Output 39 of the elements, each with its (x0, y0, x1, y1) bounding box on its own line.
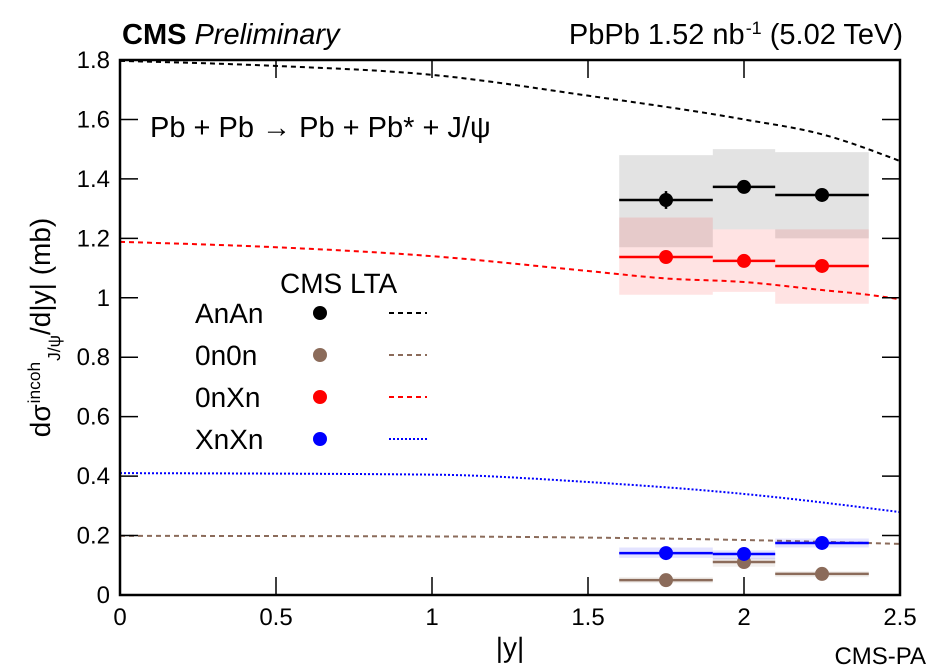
y-tick-label: 1.8 (76, 47, 110, 74)
point (659, 250, 673, 264)
y-tick-label: 0.8 (76, 344, 110, 372)
point (737, 546, 751, 561)
x-tick-label: 0 (113, 604, 127, 631)
y-tick-label: 0.4 (76, 463, 110, 490)
line-series (120, 534, 900, 545)
y-tick-label: 1.4 (76, 166, 110, 193)
point (815, 536, 829, 550)
x-tick-label: 2 (737, 604, 751, 631)
x-axis-title: |y| (496, 632, 524, 663)
point (815, 258, 829, 273)
y-tick-label: 0 (96, 582, 110, 609)
legend-label: 0nXn (195, 382, 260, 413)
legend-label: 0n0n (195, 340, 258, 371)
y-tick-label: 0.2 (76, 522, 110, 550)
legend-label: XnXn (195, 424, 264, 455)
x-tick-label: 0.5 (259, 604, 293, 631)
point (815, 566, 829, 581)
y-tick-label: 1.6 (76, 106, 110, 134)
y-tick-label: 1 (96, 284, 110, 312)
x-tick-label: 1.5 (571, 604, 605, 631)
legend-title: CMS LTA (280, 268, 398, 299)
y-tick-label: 1.2 (76, 225, 110, 252)
line-series (120, 472, 900, 514)
point (737, 180, 751, 194)
x-tick-label: 2.5 (883, 604, 917, 631)
y-tick-label: 0.6 (76, 404, 110, 431)
chart-title: CMS Preliminary (122, 19, 341, 51)
point (659, 546, 673, 560)
point (815, 188, 829, 202)
point (659, 573, 673, 588)
chart-subtitle: PbPb 1.52 nb$^{-1}$ (5.02 TeV) (568, 18, 903, 51)
legend-label: AnAn (195, 298, 264, 329)
x-tick-label: 1 (425, 604, 439, 631)
annotation: Pb + Pb → Pb + Pb* + J/ψ (150, 112, 491, 144)
point (737, 254, 751, 268)
point (659, 192, 673, 207)
text: CMS-PA (834, 643, 926, 668)
